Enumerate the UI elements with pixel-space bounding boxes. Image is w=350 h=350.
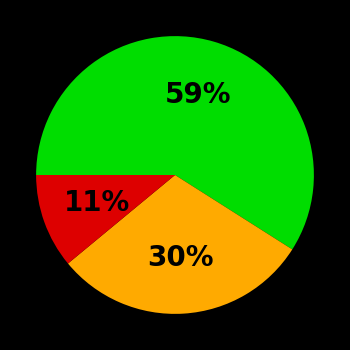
Wedge shape: [68, 175, 292, 314]
Text: 59%: 59%: [165, 81, 231, 109]
Text: 30%: 30%: [147, 244, 214, 272]
Wedge shape: [36, 175, 175, 264]
Text: 11%: 11%: [63, 189, 130, 217]
Wedge shape: [36, 36, 314, 250]
